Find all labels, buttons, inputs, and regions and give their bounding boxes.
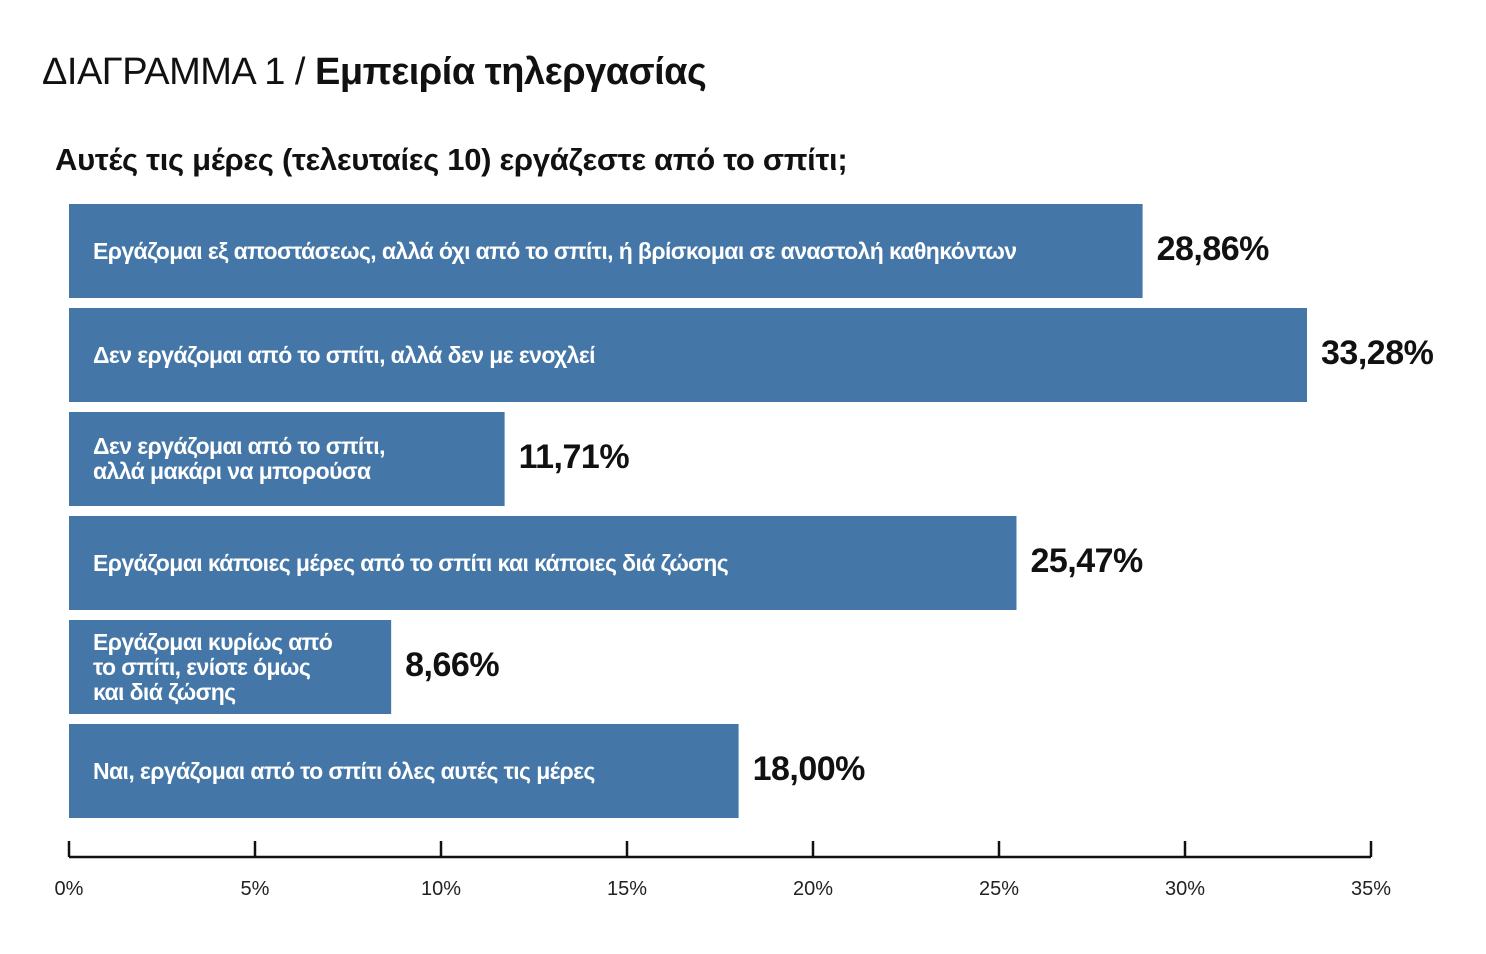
x-tick-label-0: 0% (54, 878, 84, 900)
x-tick-label-1: 5% (240, 878, 270, 900)
x-tick-label-6: 30% (1164, 878, 1206, 900)
bar-value-label-5: 18,00% (752, 750, 866, 788)
x-tick-label-4: 20% (792, 878, 834, 900)
bar-category-label-2: Δεν εργάζομαι από το σπίτι, αλλά μακάρι … (93, 433, 385, 484)
bar-value-label-4: 8,66% (405, 646, 500, 684)
bar-value-label-0: 28,86% (1156, 230, 1270, 268)
x-tick-label-3: 15% (606, 878, 648, 900)
bar-category-label-5: Ναι, εργάζομαι από το σπίτι όλες αυτές τ… (93, 757, 595, 784)
bar-5 (69, 724, 739, 818)
chart-question: Αυτές τις μέρες (τελευταίες 10) εργάζεστ… (55, 142, 848, 177)
bar-value-label-1: 33,28% (1321, 334, 1434, 372)
bar-category-label-0: Εργάζομαι εξ αποστάσεως, αλλά όχι από το… (93, 237, 1017, 264)
bar-category-label-4: Εργάζομαι κυρίως από το σπίτι, ενίοτε όμ… (93, 628, 333, 705)
x-tick-label-2: 10% (420, 878, 462, 900)
x-tick-label-7: 35% (1350, 878, 1392, 900)
bar-category-label-3: Εργάζομαι κάποιες μέρες από το σπίτι και… (93, 549, 729, 576)
bar-3 (69, 516, 1017, 610)
chart-title-main: Εμπειρία τηλεργασίας (315, 51, 707, 93)
bar-0 (69, 204, 1143, 298)
x-tick-label-5: 25% (978, 878, 1020, 900)
bar-1 (69, 308, 1308, 402)
chart-title: ΔΙΑΓΡΑΜΜΑ 1 / Εμπειρία τηλεργασίας (42, 48, 707, 96)
bar-4 (69, 620, 392, 714)
bar-value-label-3: 25,47% (1030, 542, 1143, 580)
bar-value-label-2: 11,71% (518, 438, 630, 476)
bar-2 (69, 412, 505, 506)
chart-title-prefix: ΔΙΑΓΡΑΜΜΑ 1 / (42, 51, 316, 93)
bar-category-label-1: Δεν εργάζομαι από το σπίτι, αλλά δεν με … (93, 341, 596, 368)
